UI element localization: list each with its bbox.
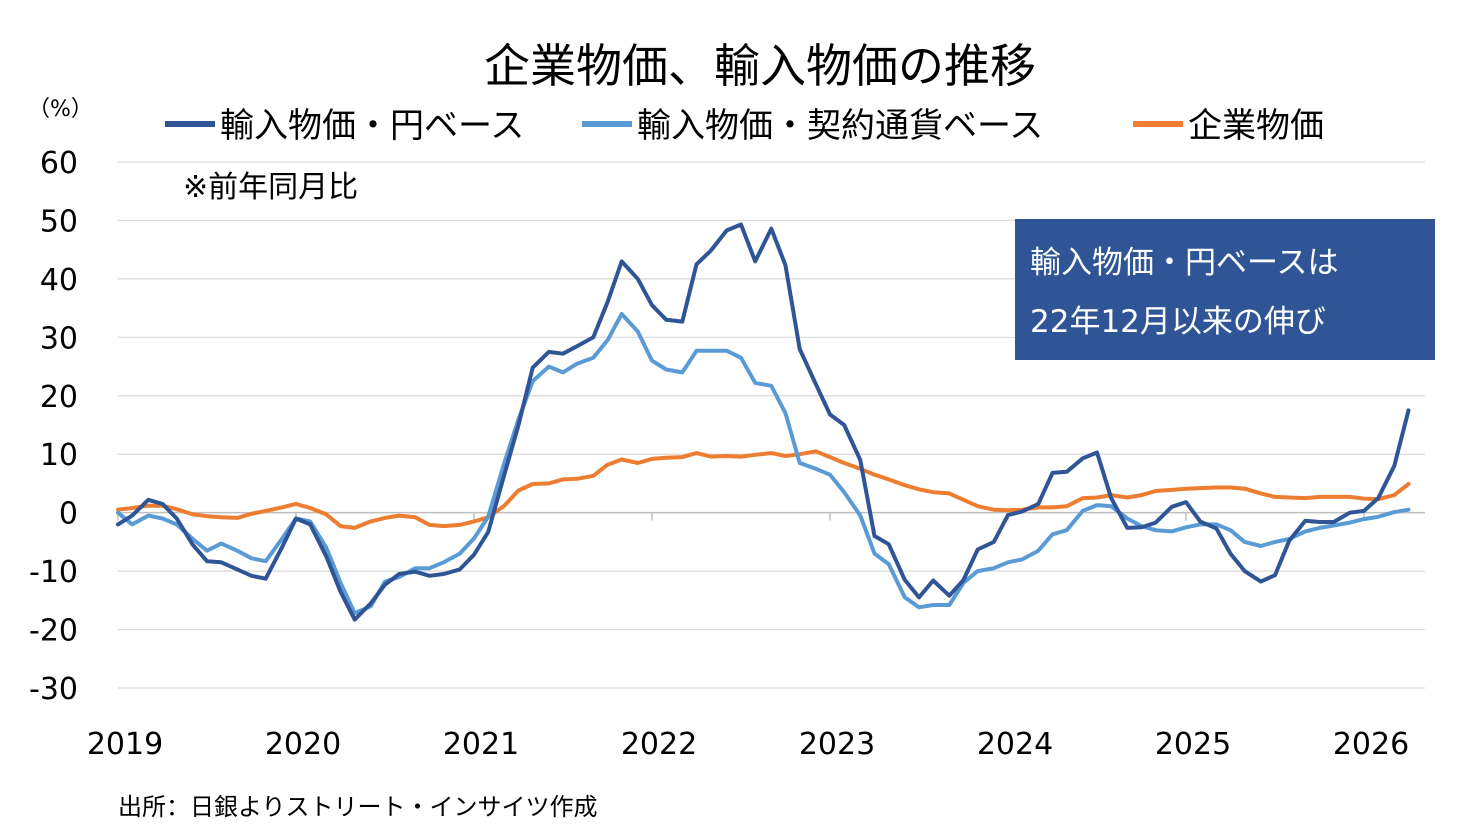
x-tick-label: 2021	[443, 727, 519, 762]
x-tick-label: 2020	[265, 727, 341, 762]
x-tick-label: 2024	[977, 727, 1053, 762]
y-tick-label: 20	[40, 380, 78, 415]
x-axis-ticks: 2019 2020 2021 2022 2023 2024 2025 2026	[87, 512, 1409, 762]
y-tick-label: 0	[59, 497, 78, 532]
series-lines	[116, 222, 1411, 622]
y-tick-label: -10	[29, 555, 78, 590]
x-tick-label: 2022	[621, 727, 697, 762]
x-tick-label: 2026	[1333, 727, 1409, 762]
annotation-line-2: 22年12月以来の伸び	[1030, 304, 1326, 340]
annotation-background	[1015, 219, 1435, 360]
yoy-note: ※前年同月比	[183, 170, 358, 205]
legend: 輸入物価・円ベース 輸入物価・契約通貨ベース 企業物価	[165, 106, 1324, 146]
legend-label-cgpi: 企業物価	[1188, 106, 1324, 146]
y-tick-label: 60	[40, 146, 78, 181]
legend-label-jpy-import: 輸入物価・円ベース	[220, 106, 524, 146]
y-tick-label: -20	[29, 614, 78, 649]
y-tick-label: 30	[40, 321, 78, 356]
annotation-box: 輸入物価・円ベースは 22年12月以来の伸び	[1015, 219, 1435, 360]
series-line-contract-import	[116, 312, 1411, 616]
annotation-line-1: 輸入物価・円ベースは	[1030, 245, 1338, 281]
x-tick-label: 2025	[1155, 727, 1231, 762]
y-axis-ticks: 60 50 40 30 20 10 0 -10 -20 -30	[29, 146, 78, 707]
y-tick-label: 50	[40, 204, 78, 239]
y-axis-unit: （%）	[28, 97, 93, 122]
source-note: 出所：日銀よりストリート・インサイツ作成	[118, 793, 598, 821]
series-line-jpy-import	[116, 222, 1411, 622]
y-tick-label: -30	[29, 672, 78, 707]
legend-label-contract-import: 輸入物価・契約通貨ベース	[637, 106, 1043, 146]
series-line-cgpi	[116, 449, 1411, 530]
chart-title: 企業物価、輸入物価の推移	[484, 39, 1036, 93]
gridlines	[118, 161, 1425, 689]
y-tick-label: 10	[40, 438, 78, 473]
x-tick-label: 2019	[87, 727, 163, 762]
y-tick-label: 40	[40, 263, 78, 298]
x-tick-label: 2023	[799, 727, 875, 762]
